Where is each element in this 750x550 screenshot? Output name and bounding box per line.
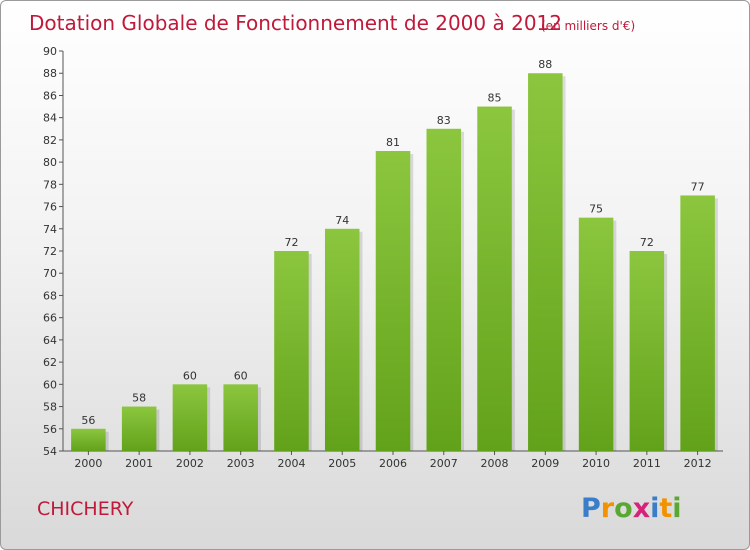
- logo-letter: t: [659, 493, 672, 524]
- x-tick-label: 2007: [430, 457, 458, 470]
- y-tick-label: 58: [43, 401, 57, 414]
- bar-value-label: 88: [538, 58, 552, 71]
- bar-2003: [223, 384, 258, 451]
- logo-letter: P: [581, 493, 601, 524]
- y-tick-label: 66: [43, 312, 57, 325]
- bar-value-label: 85: [488, 92, 502, 105]
- y-tick-label: 56: [43, 423, 57, 436]
- y-tick-label: 76: [43, 201, 57, 214]
- x-tick-label: 2003: [227, 457, 255, 470]
- x-tick-label: 2005: [328, 457, 356, 470]
- bar-value-label: 58: [132, 392, 146, 405]
- bar-2005: [324, 228, 360, 451]
- y-tick-label: 54: [43, 445, 57, 458]
- x-tick-label: 2002: [176, 457, 204, 470]
- logo-letter: o: [614, 493, 633, 524]
- bar-value-label: 72: [284, 236, 298, 249]
- y-tick-label: 82: [43, 134, 57, 147]
- bar-2012: [680, 195, 715, 451]
- y-tick-label: 90: [43, 45, 57, 58]
- bar-value-label: 81: [386, 136, 400, 149]
- bar-2010: [578, 217, 614, 451]
- bar-value-label: 60: [234, 369, 248, 382]
- bar-value-label: 56: [81, 414, 95, 427]
- logo-letter: i: [672, 493, 681, 524]
- commune-name: CHICHERY: [37, 498, 134, 520]
- x-tick-label: 2011: [633, 457, 661, 470]
- x-tick-label: 2008: [481, 457, 509, 470]
- y-tick-label: 80: [43, 156, 57, 169]
- bar-value-label: 60: [183, 369, 197, 382]
- y-tick-label: 74: [43, 223, 57, 236]
- bar-value-label: 72: [640, 236, 654, 249]
- bar-2006: [375, 151, 411, 451]
- proxiti-logo: Proxiti: [581, 493, 682, 524]
- x-tick-label: 2004: [277, 457, 305, 470]
- bar-value-label: 83: [437, 114, 451, 127]
- y-tick-label: 64: [43, 334, 57, 347]
- logo-letter: i: [650, 493, 659, 524]
- logo-letter: x: [633, 493, 650, 524]
- chart-subtitle: (en milliers d'€): [541, 19, 635, 33]
- bar-value-label: 77: [691, 180, 705, 193]
- x-tick-label: 2000: [74, 457, 102, 470]
- x-tick-label: 2006: [379, 457, 407, 470]
- bar-2001: [121, 406, 157, 451]
- y-tick-label: 72: [43, 245, 57, 258]
- bar-2009: [528, 73, 563, 451]
- bar-value-label: 74: [335, 214, 349, 227]
- bar-2000: [71, 428, 106, 451]
- bar-2008: [477, 106, 512, 452]
- x-tick-label: 2009: [531, 457, 559, 470]
- bars-group: 56 2000 58 2001 60 2002 60 2003 72 2004 74 2005 81 20…: [71, 58, 718, 470]
- bar-2004: [274, 251, 309, 451]
- y-tick-label: 70: [43, 267, 57, 280]
- y-tick-label: 60: [43, 378, 57, 391]
- bar-value-label: 75: [589, 203, 603, 216]
- y-tick-label: 68: [43, 289, 57, 302]
- y-tick-label: 88: [43, 67, 57, 80]
- x-tick-label: 2001: [125, 457, 153, 470]
- axes: 54 56 58 60 62 64 66 68 70 72 74 76 78 80 82 84 86 88 90: [43, 45, 723, 458]
- y-tick-label: 86: [43, 89, 57, 102]
- x-tick-label: 2010: [582, 457, 610, 470]
- x-tick-label: 2012: [684, 457, 712, 470]
- bar-2007: [426, 128, 462, 451]
- bar-2011: [629, 251, 665, 451]
- logo-letter: r: [601, 493, 615, 524]
- y-tick-label: 78: [43, 178, 57, 191]
- y-tick-label: 84: [43, 112, 57, 125]
- bar-2002: [172, 384, 208, 451]
- y-tick-label: 62: [43, 356, 57, 369]
- chart-title: Dotation Globale de Fonctionnement de 20…: [29, 11, 562, 35]
